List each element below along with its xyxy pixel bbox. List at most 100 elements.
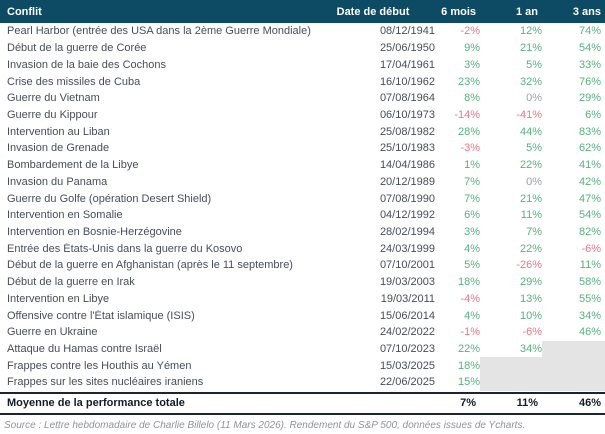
6-months-cell: 8% (464, 92, 480, 105)
3-years-cell: 46% (578, 326, 601, 339)
table-row: Début de la guerre de Corée 25/06/1950 9… (0, 40, 605, 57)
conflict-cell: Guerre du Kippour (7, 108, 98, 121)
column-header-conflict: Conflit (7, 5, 42, 18)
3-years-cell (542, 340, 605, 358)
column-header-start-date: Date de début (336, 5, 410, 18)
1-year-cell: 13% (519, 292, 542, 305)
conflict-cell: Invasion de Grenade (7, 142, 110, 155)
table-row: Guerre du Golfe (opération Desert Shield… (0, 190, 605, 207)
table-row: Début de la guerre en Irak 19/03/2003 18… (0, 274, 605, 291)
table-row: Invasion du Panama 20/12/1989 7% 0% 42% (0, 173, 605, 190)
1-year-cell: 0% (526, 175, 542, 188)
conflict-cell: Invasion de la baie des Cochons (7, 58, 166, 71)
3-years-cell (542, 357, 605, 375)
column-header-3-years: 3 ans (572, 5, 601, 18)
table-row: Intervention en Libye 19/03/2011 -4% 13%… (0, 291, 605, 308)
6-months-cell: 18% (457, 359, 480, 372)
footer-3-years-value: 46% (578, 397, 601, 410)
1-year-cell: 21% (519, 42, 542, 55)
table-header-row: Conflit Date de début 6 mois 1 an 3 ans (0, 0, 605, 23)
1-year-cell: 7% (526, 225, 542, 238)
date-cell: 15/06/2014 (379, 309, 435, 322)
date-cell: 20/12/1989 (379, 175, 435, 188)
1-year-cell: 32% (519, 75, 542, 88)
6-months-cell: 23% (457, 75, 480, 88)
1-year-cell: 0% (526, 92, 542, 105)
conflict-cell: Offensive contre l'État islamique (ISIS) (7, 309, 195, 322)
conflict-cell: Intervention en Libye (7, 292, 110, 305)
conflict-cell: Frappes sur les sites nucléaires iranien… (7, 376, 204, 389)
6-months-cell: 18% (457, 276, 480, 289)
table-row: Attaque du Hamas contre Israël 07/10/202… (0, 340, 605, 358)
3-years-cell: 11% (579, 259, 601, 272)
6-months-cell: 3% (464, 58, 480, 71)
table-row: Invasion de la baie des Cochons 17/04/19… (0, 56, 605, 73)
table-row: Invasion de Grenade 25/10/1983 -3% 5% 62… (0, 140, 605, 157)
3-years-cell: 74% (578, 25, 601, 38)
conflict-cell: Attaque du Hamas contre Israël (7, 343, 162, 356)
1-year-cell: 12% (519, 25, 542, 38)
3-years-cell: 82% (578, 225, 601, 238)
1-year-cell: -6% (522, 326, 542, 339)
date-cell: 24/03/1999 (379, 242, 435, 255)
date-cell: 08/12/1941 (379, 25, 435, 38)
6-months-cell: 7% (464, 175, 480, 188)
1-year-cell (480, 374, 542, 391)
date-cell: 16/10/1962 (379, 75, 435, 88)
3-years-cell: 76% (578, 75, 601, 88)
3-years-cell: -6% (581, 242, 601, 255)
source-caption: Source : Lettre hebdomadaire de Charlie … (4, 419, 526, 431)
1-year-cell: -41% (516, 108, 542, 121)
footer-6-months-value: 7% (460, 397, 476, 410)
1-year-cell: 11% (520, 209, 542, 222)
date-cell: 19/03/2011 (380, 292, 435, 305)
date-cell: 25/10/1983 (379, 142, 435, 155)
1-year-cell: 22% (519, 159, 542, 172)
1-year-cell: 29% (519, 276, 542, 289)
column-header-6-months: 6 mois (441, 5, 476, 18)
3-years-cell: 55% (578, 292, 601, 305)
column-header-1-year: 1 an (515, 5, 538, 18)
conflict-cell: Début de la guerre en Afghanistan (après… (7, 259, 293, 272)
6-months-cell: 4% (464, 309, 480, 322)
table-row: Début de la guerre en Afghanistan (après… (0, 257, 605, 274)
3-years-cell: 47% (578, 192, 601, 205)
footer-label: Moyenne de la performance totale (7, 397, 185, 410)
table-row: Intervention en Somalie 04/12/1992 6% 11… (0, 207, 605, 224)
6-months-cell: 3% (464, 225, 480, 238)
1-year-cell: 5% (526, 142, 542, 155)
1-year-cell: 44% (519, 125, 542, 138)
6-months-cell: -1% (460, 326, 480, 339)
6-months-cell: 22% (457, 343, 480, 356)
conflict-cell: Guerre en Ukraine (7, 326, 98, 339)
3-years-cell: 62% (578, 142, 601, 155)
6-months-cell: -2% (460, 25, 480, 38)
table-row: Guerre en Ukraine 24/02/2022 -1% -6% 46% (0, 324, 605, 341)
3-years-cell: 33% (578, 58, 601, 71)
conflict-cell: Frappes contre les Houthis au Yémen (7, 359, 192, 372)
6-months-cell: -3% (460, 142, 480, 155)
date-cell: 28/02/1994 (379, 225, 435, 238)
table-footer-row: Moyenne de la performance totale 7% 11% … (0, 391, 605, 415)
table-row: Entrée des États-Unis dans la guerre du … (0, 240, 605, 257)
conflict-cell: Crise des missiles de Cuba (7, 75, 141, 88)
conflict-cell: Début de la guerre en Irak (7, 276, 135, 289)
3-years-cell (542, 374, 605, 391)
conflict-cell: Bombardement de la Libye (7, 159, 139, 172)
6-months-cell: 6% (464, 209, 480, 222)
date-cell: 07/10/2023 (379, 343, 435, 356)
1-year-cell (480, 357, 542, 375)
table-row: Bombardement de la Libye 14/04/1986 1% 2… (0, 157, 605, 174)
conflict-cell: Guerre du Golfe (opération Desert Shield… (7, 192, 212, 205)
date-cell: 07/08/1990 (379, 192, 435, 205)
conflict-cell: Intervention en Somalie (7, 209, 123, 222)
date-cell: 04/12/1992 (379, 209, 435, 222)
1-year-cell: 21% (519, 192, 542, 205)
3-years-cell: 54% (578, 209, 601, 222)
table-row: Guerre du Vietnam 07/08/1964 8% 0% 29% (0, 90, 605, 107)
date-cell: 24/02/2022 (379, 326, 435, 339)
6-months-cell: 5% (464, 259, 480, 272)
3-years-cell: 29% (578, 92, 601, 105)
conflict-cell: Intervention au Liban (7, 125, 110, 138)
